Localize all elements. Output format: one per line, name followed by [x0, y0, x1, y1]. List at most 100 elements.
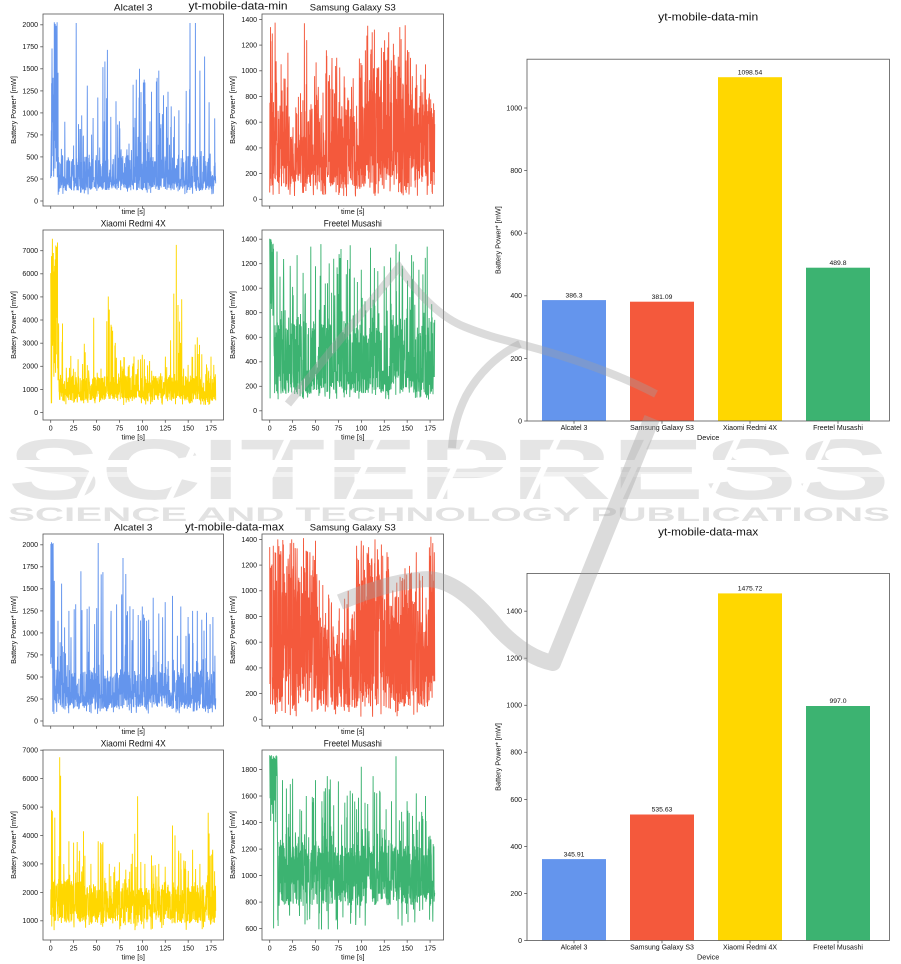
- svg-text:Battery Power* [mW]: Battery Power* [mW]: [9, 596, 18, 664]
- svg-text:535.63: 535.63: [652, 807, 673, 814]
- svg-text:100: 100: [356, 426, 368, 433]
- svg-text:Xiaomi Redmi 4X: Xiaomi Redmi 4X: [101, 739, 166, 749]
- svg-text:400: 400: [245, 145, 257, 152]
- svg-text:1200: 1200: [241, 43, 257, 50]
- svg-text:1000: 1000: [241, 588, 257, 595]
- svg-text:1098.54: 1098.54: [738, 69, 763, 76]
- svg-text:Alcatel 3: Alcatel 3: [561, 945, 588, 952]
- svg-text:800: 800: [245, 94, 257, 101]
- svg-text:125: 125: [159, 946, 171, 953]
- svg-text:Freetel Musashi: Freetel Musashi: [324, 739, 382, 749]
- svg-text:600: 600: [510, 797, 522, 804]
- svg-text:1400: 1400: [241, 17, 257, 24]
- svg-text:1200: 1200: [241, 563, 257, 570]
- svg-text:yt-mobile-data-max: yt-mobile-data-max: [185, 522, 285, 534]
- svg-text:200: 200: [510, 891, 522, 898]
- svg-text:25: 25: [289, 946, 297, 953]
- svg-text:750: 750: [26, 132, 38, 139]
- svg-text:400: 400: [510, 293, 522, 300]
- svg-text:1000: 1000: [22, 630, 38, 637]
- svg-text:50: 50: [93, 946, 101, 953]
- svg-text:2000: 2000: [22, 22, 38, 29]
- svg-text:Alcatel 3: Alcatel 3: [114, 3, 153, 13]
- svg-text:yt-mobile-data-max: yt-mobile-data-max: [658, 527, 759, 539]
- svg-text:500: 500: [26, 154, 38, 161]
- svg-text:1250: 1250: [22, 608, 38, 615]
- svg-text:time [s]: time [s]: [121, 207, 145, 216]
- svg-text:Xiaomi Redmi 4X: Xiaomi Redmi 4X: [723, 425, 777, 432]
- svg-text:1400: 1400: [241, 237, 257, 244]
- svg-text:time [s]: time [s]: [121, 727, 145, 736]
- svg-text:Alcatel 3: Alcatel 3: [561, 425, 588, 432]
- svg-text:250: 250: [26, 696, 38, 703]
- svg-text:345.91: 345.91: [564, 851, 585, 858]
- svg-text:5000: 5000: [22, 805, 38, 812]
- svg-text:Battery Power* [mW]: Battery Power* [mW]: [9, 291, 18, 359]
- svg-text:Freetel Musashi: Freetel Musashi: [813, 425, 863, 432]
- svg-text:125: 125: [378, 426, 390, 433]
- svg-text:2000: 2000: [22, 890, 38, 897]
- svg-text:2000: 2000: [22, 542, 38, 549]
- svg-text:75: 75: [116, 946, 124, 953]
- svg-text:1400: 1400: [241, 537, 257, 544]
- svg-text:Battery Power* [mW]: Battery Power* [mW]: [9, 76, 18, 144]
- svg-text:200: 200: [245, 171, 257, 178]
- svg-text:1500: 1500: [22, 586, 38, 593]
- svg-text:1000: 1000: [506, 105, 522, 112]
- svg-text:25: 25: [70, 946, 78, 953]
- svg-text:1000: 1000: [22, 918, 38, 925]
- svg-text:0: 0: [34, 410, 38, 417]
- svg-text:100: 100: [356, 946, 368, 953]
- svg-text:2000: 2000: [22, 364, 38, 371]
- svg-text:SCITEPRESS: SCITEPRESS: [8, 422, 890, 518]
- svg-text:1750: 1750: [22, 44, 38, 51]
- svg-text:1475.72: 1475.72: [738, 586, 763, 593]
- svg-text:Samsung Galaxy S3: Samsung Galaxy S3: [630, 425, 694, 432]
- svg-text:1250: 1250: [22, 88, 38, 95]
- svg-text:0: 0: [253, 717, 257, 724]
- svg-text:1750: 1750: [22, 564, 38, 571]
- svg-text:750: 750: [26, 652, 38, 659]
- svg-text:75: 75: [335, 946, 343, 953]
- svg-text:50: 50: [312, 946, 320, 953]
- svg-text:0: 0: [49, 426, 53, 433]
- svg-text:4000: 4000: [22, 317, 38, 324]
- svg-text:175: 175: [424, 946, 436, 953]
- svg-text:0: 0: [268, 426, 272, 433]
- svg-text:489.8: 489.8: [829, 260, 846, 267]
- svg-text:200: 200: [510, 356, 522, 363]
- svg-text:400: 400: [245, 359, 257, 366]
- svg-text:600: 600: [245, 335, 257, 342]
- svg-text:200: 200: [245, 691, 257, 698]
- svg-text:600: 600: [245, 640, 257, 647]
- svg-text:125: 125: [159, 426, 171, 433]
- svg-text:time [s]: time [s]: [121, 953, 145, 962]
- svg-text:1500: 1500: [22, 66, 38, 73]
- svg-text:time [s]: time [s]: [121, 433, 145, 442]
- svg-text:150: 150: [401, 426, 413, 433]
- svg-text:25: 25: [289, 426, 297, 433]
- svg-text:175: 175: [205, 426, 217, 433]
- svg-text:100: 100: [137, 946, 149, 953]
- svg-text:250: 250: [26, 176, 38, 183]
- svg-text:time [s]: time [s]: [341, 953, 365, 962]
- svg-text:6000: 6000: [22, 776, 38, 783]
- svg-text:381.09: 381.09: [652, 294, 673, 301]
- svg-text:Battery Power* [mW]: Battery Power* [mW]: [228, 76, 237, 144]
- svg-text:150: 150: [182, 426, 194, 433]
- svg-text:500: 500: [26, 674, 38, 681]
- svg-text:SCIENCE AND TECHNOLOGY PUBLICA: SCIENCE AND TECHNOLOGY PUBLICATIONS: [8, 505, 890, 526]
- svg-text:Battery Power* [mW]: Battery Power* [mW]: [494, 206, 503, 274]
- svg-text:1000: 1000: [506, 703, 522, 710]
- svg-text:0: 0: [49, 946, 53, 953]
- svg-text:0: 0: [34, 198, 38, 205]
- svg-text:400: 400: [245, 665, 257, 672]
- svg-text:time [s]: time [s]: [341, 207, 365, 216]
- svg-text:800: 800: [510, 750, 522, 757]
- svg-text:386.3: 386.3: [565, 292, 582, 299]
- svg-text:150: 150: [182, 946, 194, 953]
- svg-text:400: 400: [510, 844, 522, 851]
- svg-text:7000: 7000: [22, 248, 38, 255]
- svg-text:Device: Device: [697, 952, 719, 961]
- svg-text:1800: 1800: [241, 767, 257, 774]
